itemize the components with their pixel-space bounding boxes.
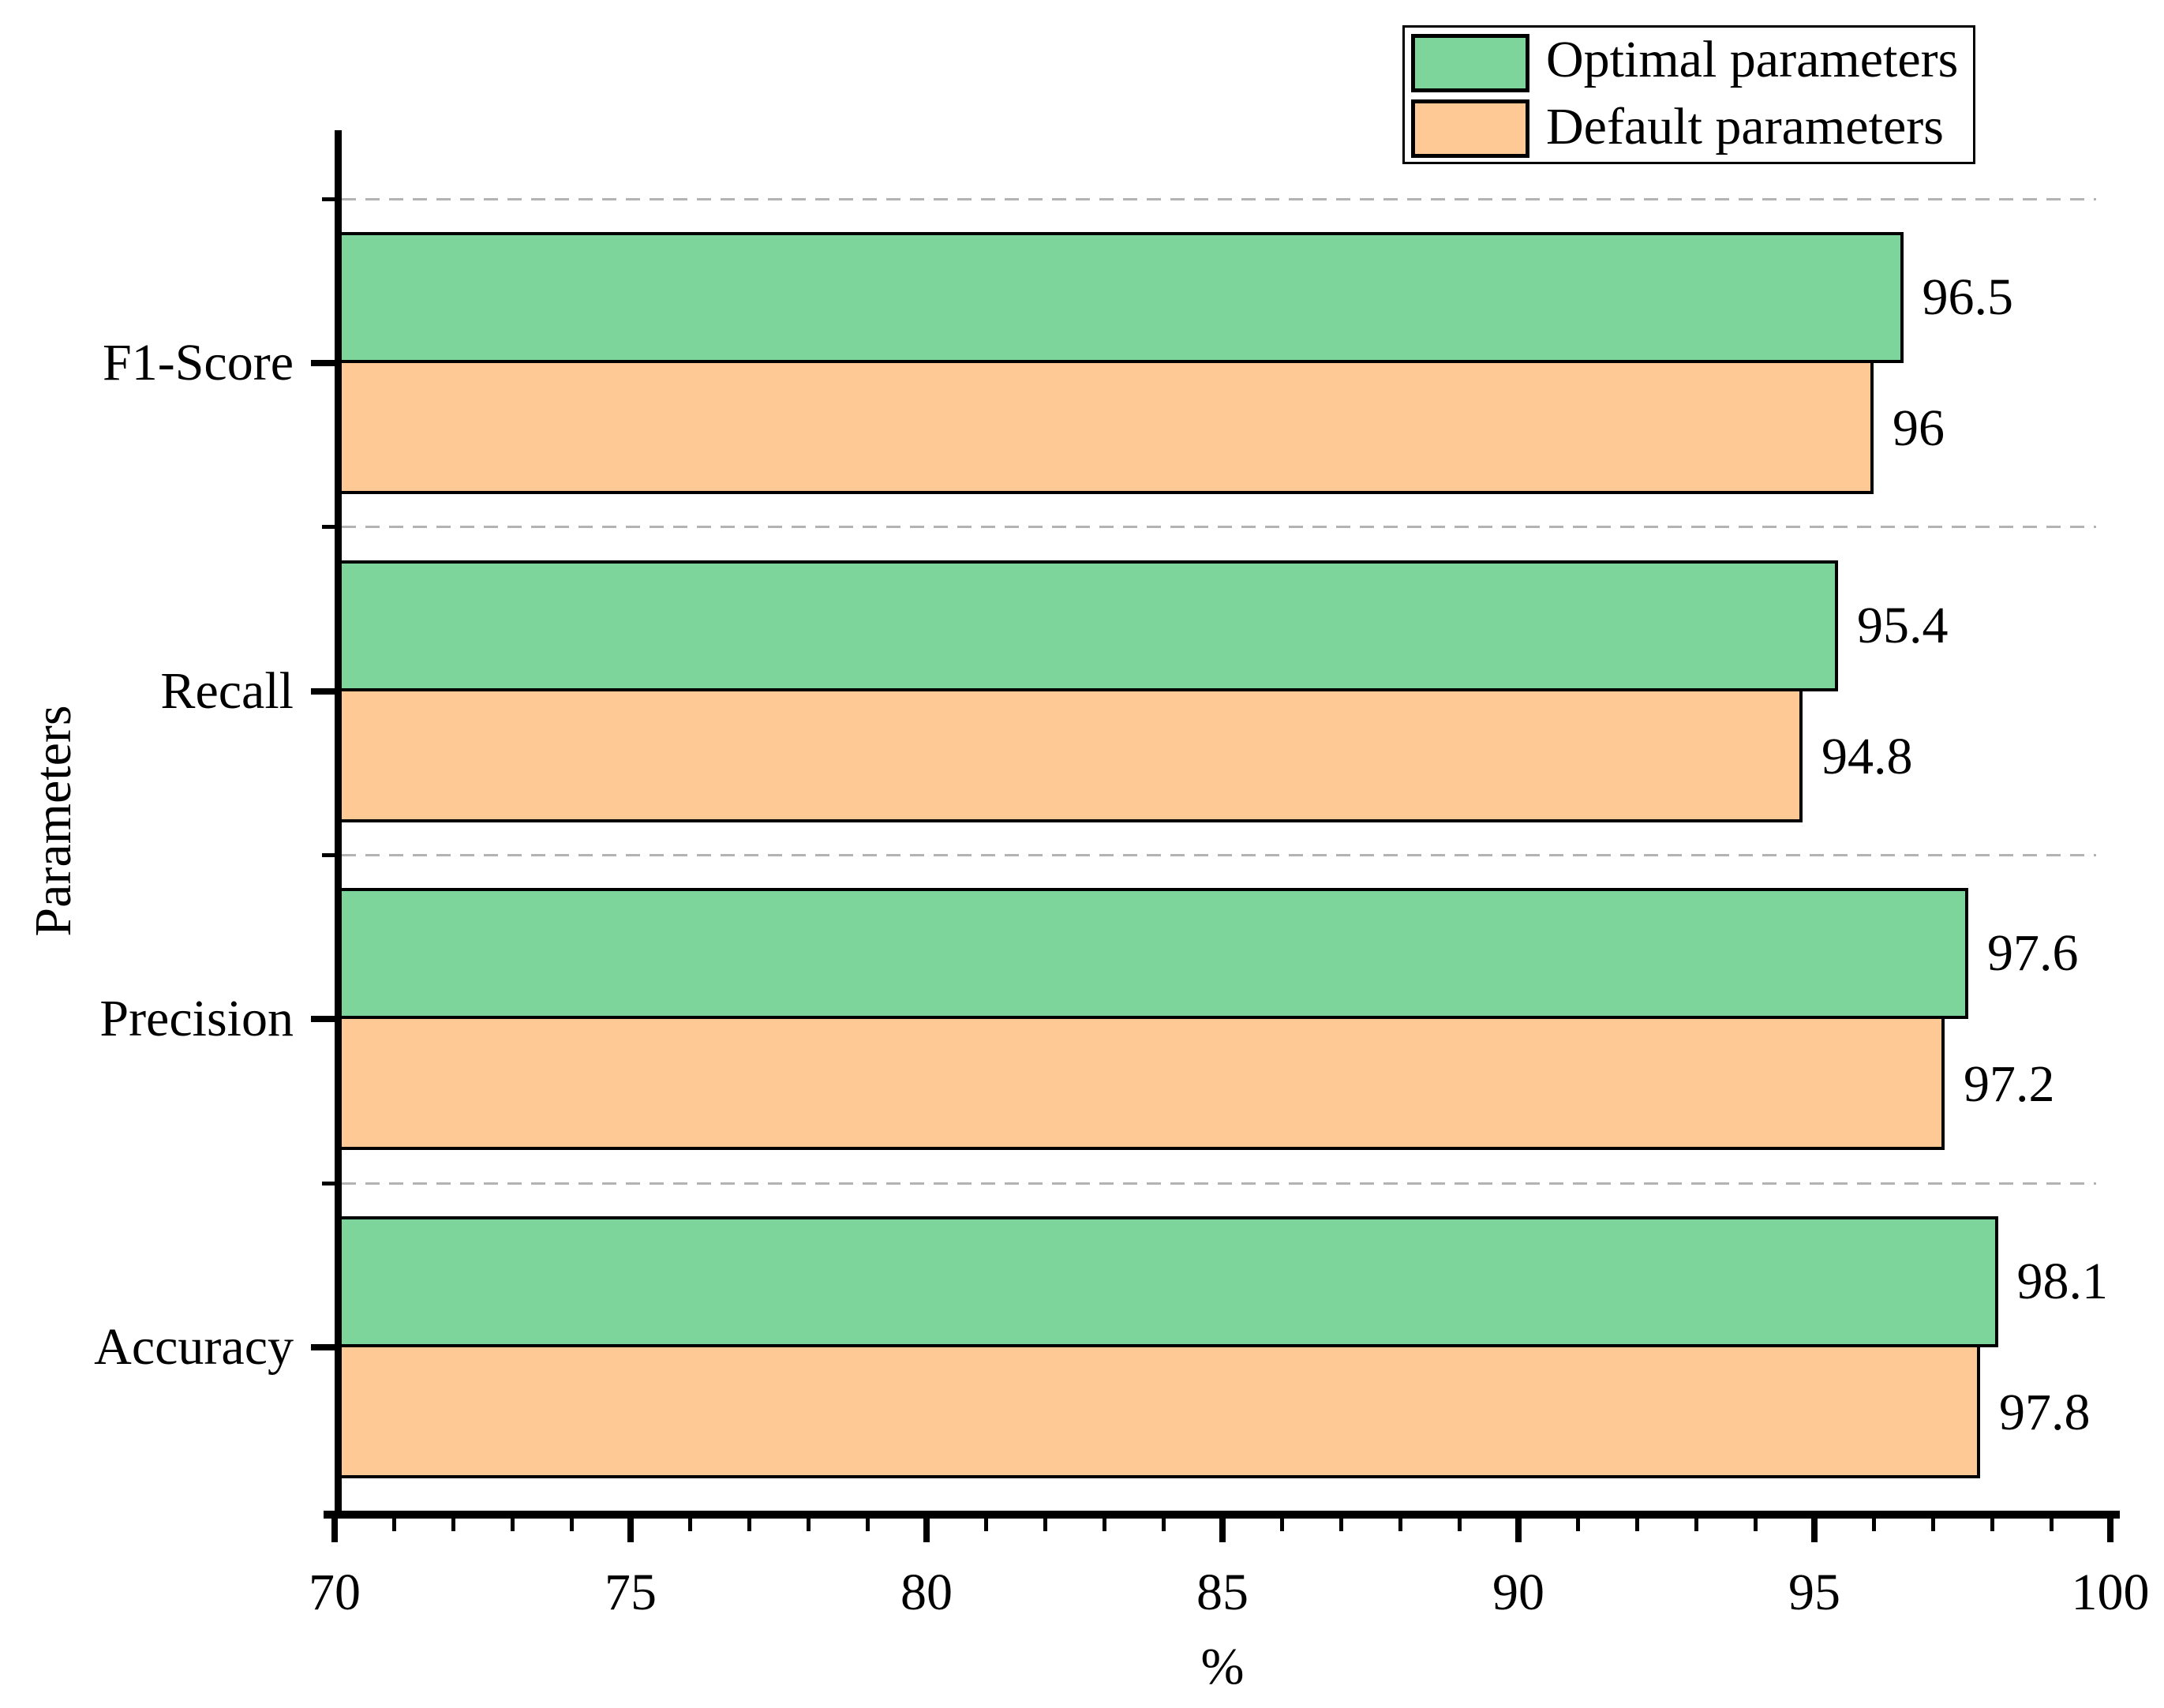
y-minor-tick (322, 525, 335, 530)
bar-optimal (339, 888, 1968, 1020)
x-minor-tick (1457, 1519, 1462, 1531)
legend-label-optimal: Optimal parameters (1546, 31, 1959, 88)
x-major-tick (923, 1519, 930, 1542)
x-minor-tick (1338, 1519, 1343, 1531)
x-axis-title: % (1200, 1638, 1245, 1695)
bar-value-label: 97.6 (1987, 924, 2079, 983)
legend-swatch-optimal (1411, 34, 1529, 92)
x-minor-tick (983, 1519, 988, 1531)
x-tick-label: 90 (1492, 1564, 1544, 1621)
x-tick-label: 85 (1196, 1564, 1249, 1621)
x-minor-tick (1753, 1519, 1758, 1531)
x-major-tick (331, 1519, 338, 1542)
y-axis-title: Parameters (24, 704, 82, 937)
gridline-dashed (342, 853, 2096, 856)
category-label: F1-Score (103, 333, 294, 391)
bar-value-label: 98.1 (2016, 1252, 2109, 1310)
bar-default (339, 1343, 1980, 1478)
category-label: Recall (160, 661, 294, 720)
bar-value-label: 94.8 (1821, 727, 1913, 785)
x-major-tick (1219, 1519, 1226, 1542)
x-minor-tick (1871, 1519, 1876, 1531)
x-minor-tick (2049, 1519, 2054, 1531)
gridline-dashed (342, 197, 2096, 200)
y-minor-tick (322, 197, 335, 201)
x-minor-tick (687, 1519, 692, 1531)
x-major-tick (1811, 1519, 1818, 1542)
y-major-tick (311, 1343, 335, 1350)
legend-label-default: Default parameters (1546, 98, 1944, 155)
y-major-tick (311, 687, 335, 695)
x-minor-tick (1694, 1519, 1698, 1531)
bar-default (339, 359, 1874, 494)
x-major-tick (2107, 1519, 2113, 1542)
bar-value-label: 97.2 (1964, 1055, 2055, 1114)
x-major-tick (1515, 1519, 1522, 1542)
x-minor-tick (1279, 1519, 1284, 1531)
x-axis-line (324, 1511, 2120, 1519)
x-minor-tick (1161, 1519, 1166, 1531)
gridline-dashed (342, 526, 2096, 529)
x-minor-tick (569, 1519, 574, 1531)
bar-value-label: 97.8 (1999, 1383, 2091, 1441)
x-minor-tick (806, 1519, 811, 1531)
gridline-dashed (342, 1182, 2096, 1185)
bar-value-label: 96 (1893, 399, 1945, 457)
legend: Optimal parameters Default parameters (1402, 25, 1975, 164)
bar-value-label: 95.4 (1857, 596, 1949, 654)
x-tick-label: 95 (1788, 1564, 1840, 1621)
x-minor-tick (510, 1519, 515, 1531)
bar-default (339, 1016, 1945, 1151)
x-minor-tick (1102, 1519, 1106, 1531)
bar-value-label: 96.5 (1922, 268, 2014, 326)
category-label: Precision (99, 990, 294, 1048)
x-minor-tick (1043, 1519, 1047, 1531)
y-major-tick (311, 359, 335, 366)
x-minor-tick (1634, 1519, 1639, 1531)
x-minor-tick (1398, 1519, 1402, 1531)
legend-swatch-default (1411, 99, 1529, 158)
x-tick-label: 75 (605, 1564, 657, 1621)
bar-default (339, 687, 1803, 822)
x-minor-tick (747, 1519, 751, 1531)
x-minor-tick (865, 1519, 870, 1531)
x-minor-tick (1990, 1519, 1994, 1531)
y-axis-spine (335, 130, 342, 1511)
y-major-tick (311, 1016, 335, 1023)
bar-optimal (339, 560, 1838, 691)
x-tick-label: 100 (2071, 1564, 2150, 1621)
x-major-tick (627, 1519, 634, 1542)
x-minor-tick (1930, 1519, 1935, 1531)
category-label: Accuracy (94, 1317, 294, 1376)
bar-optimal (339, 1215, 1998, 1347)
x-minor-tick (1575, 1519, 1580, 1531)
x-tick-label: 80 (900, 1564, 953, 1621)
x-minor-tick (391, 1519, 396, 1531)
y-minor-tick (322, 1181, 335, 1185)
y-minor-tick (322, 852, 335, 857)
x-tick-label: 70 (309, 1564, 361, 1621)
bar-optimal (339, 231, 1904, 363)
x-minor-tick (451, 1519, 455, 1531)
